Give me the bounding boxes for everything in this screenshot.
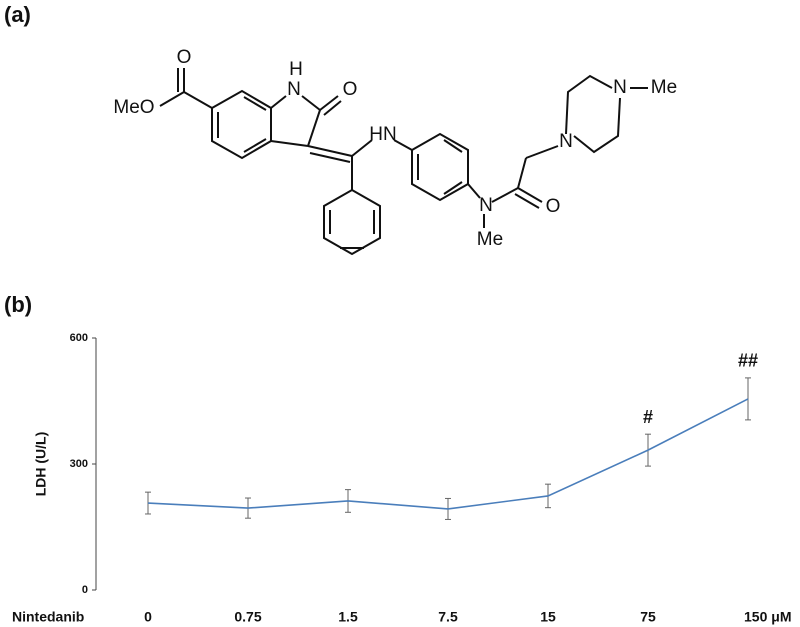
atom-label: N bbox=[559, 131, 573, 152]
atom-label: O bbox=[546, 196, 561, 217]
atom-label: HN bbox=[369, 124, 396, 145]
annotation: ## bbox=[738, 351, 758, 371]
y-axis-label: LDH (U/L) bbox=[33, 432, 49, 497]
x-tick-label: 0.75 bbox=[234, 609, 261, 625]
x-tick-label: 75 bbox=[640, 609, 656, 625]
panel-label: (a) bbox=[4, 2, 31, 27]
annotation: # bbox=[643, 407, 653, 427]
x-tick-label: 1.5 bbox=[338, 609, 358, 625]
data-line bbox=[147, 398, 749, 510]
y-tick-label: 600 bbox=[70, 332, 88, 344]
atom-label: Me bbox=[477, 229, 503, 250]
atom-label: H bbox=[289, 59, 303, 80]
x-tick-label: 150 μM bbox=[744, 609, 791, 625]
x-tick-label: 15 bbox=[540, 609, 556, 625]
x-axis-label: Nintedanib bbox=[12, 609, 84, 625]
atom-label: N bbox=[613, 77, 627, 98]
atom-label: MeO bbox=[113, 97, 154, 118]
atom-label: N bbox=[287, 79, 301, 100]
atom-label: Me bbox=[651, 77, 677, 98]
y-tick-label: 0 bbox=[82, 584, 88, 596]
x-tick-label: 0 bbox=[144, 609, 152, 625]
molecule-bonds bbox=[159, 68, 648, 256]
atom-label: O bbox=[177, 47, 192, 68]
atom-label: O bbox=[343, 79, 358, 100]
y-tick-label: 300 bbox=[70, 458, 88, 470]
panel-label: (b) bbox=[4, 292, 32, 317]
x-tick-label: 7.5 bbox=[438, 609, 458, 625]
atom-label: N bbox=[479, 195, 493, 216]
